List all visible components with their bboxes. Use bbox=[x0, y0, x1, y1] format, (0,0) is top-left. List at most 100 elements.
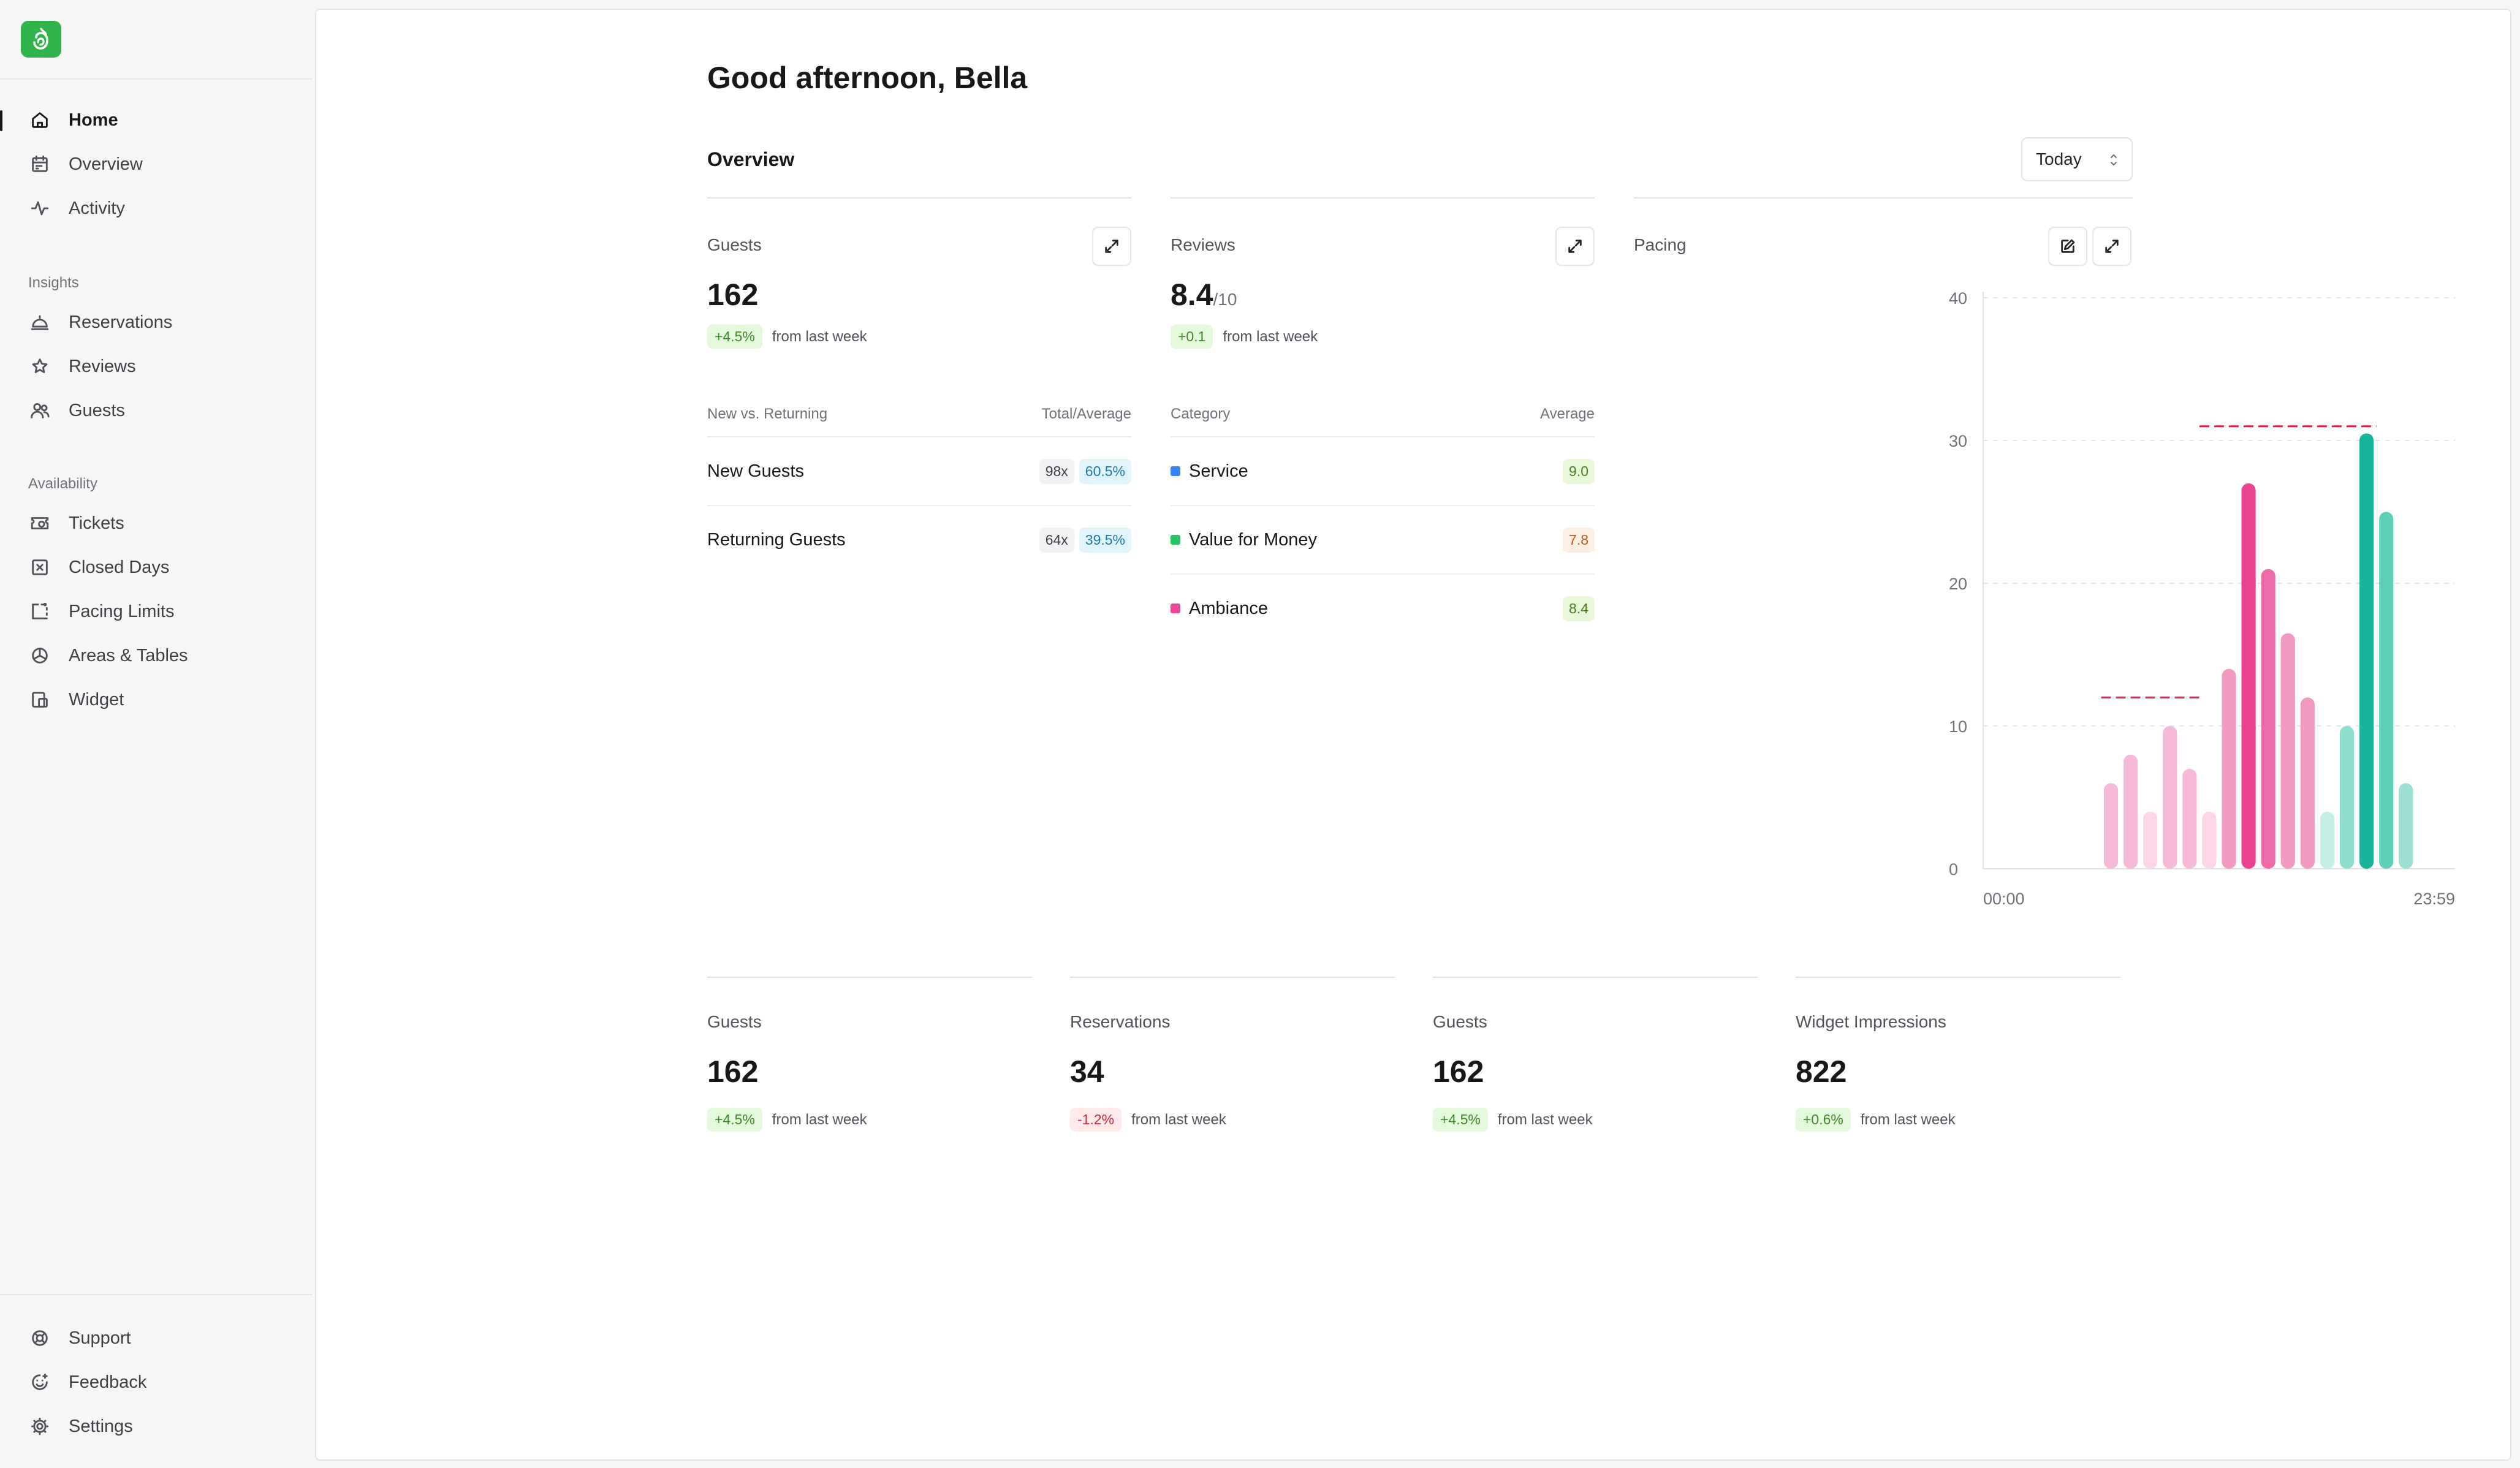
reviews-score-suffix: /10 bbox=[1213, 290, 1237, 309]
delta-badge: +4.5% bbox=[707, 325, 762, 349]
kpi-divider bbox=[1070, 977, 1395, 978]
users-icon bbox=[28, 399, 51, 422]
kpi-delta: +4.5% from last week bbox=[1433, 1108, 1593, 1132]
sidebar-item-feedback[interactable]: Feedback bbox=[28, 1365, 292, 1399]
lifebuoy-icon bbox=[28, 1326, 51, 1350]
home-icon bbox=[28, 108, 51, 132]
row-label: Service bbox=[1189, 461, 1248, 481]
active-indicator bbox=[0, 110, 2, 131]
delta-text: from last week bbox=[1860, 1111, 1956, 1128]
kpi-divider bbox=[1796, 977, 2120, 978]
period-select-value: Today bbox=[2036, 149, 2082, 168]
sidebar-item-tickets[interactable]: Tickets bbox=[28, 506, 292, 540]
pacing-chart: 0 10 20 30 40 00:00 23:59 bbox=[1949, 289, 2455, 908]
delta-text: from last week bbox=[1131, 1111, 1226, 1128]
calendar-x-icon bbox=[28, 556, 51, 579]
row-label: Value for Money bbox=[1189, 529, 1318, 550]
overview-heading: Overview bbox=[707, 148, 795, 170]
chevron-updown-icon bbox=[2111, 154, 2117, 166]
card-divider bbox=[1634, 197, 2133, 199]
period-select[interactable]: Today bbox=[2021, 137, 2133, 181]
row-percent: 39.5% bbox=[1079, 527, 1131, 553]
pacing-card-label: Pacing bbox=[1634, 235, 1687, 254]
row-label: Returning Guests bbox=[707, 529, 846, 550]
sidebar-item-label: Areas & Tables bbox=[69, 645, 188, 665]
sidebar-item-support[interactable]: Support bbox=[28, 1321, 292, 1355]
chart-bar bbox=[2143, 811, 2158, 869]
sidebar-divider bbox=[0, 78, 313, 80]
row-score: 9.0 bbox=[1563, 458, 1595, 484]
sidebar-item-label: Widget bbox=[69, 689, 124, 709]
reviews-expand-button[interactable] bbox=[1555, 227, 1595, 266]
sidebar-item-label: Feedback bbox=[69, 1372, 147, 1392]
sidebar-item-label: Closed Days bbox=[69, 557, 170, 577]
chart-bar bbox=[2241, 483, 2256, 869]
calendar-icon bbox=[28, 153, 51, 176]
sidebar-item-reviews[interactable]: Reviews bbox=[28, 349, 292, 384]
chart-bar bbox=[2261, 569, 2275, 869]
x-tick-label: 00:00 bbox=[1983, 890, 2025, 908]
table-header-right: Average bbox=[1540, 406, 1595, 422]
chart-bar bbox=[2182, 768, 2197, 869]
sidebar-item-overview[interactable]: Overview bbox=[28, 147, 292, 181]
chart-bar bbox=[2103, 783, 2119, 869]
y-tick-label: 10 bbox=[1949, 717, 1967, 736]
kpi-label: Widget Impressions bbox=[1796, 1012, 1946, 1031]
sidebar-item-reservations[interactable]: Reservations bbox=[28, 305, 292, 339]
row-count: 98x bbox=[1039, 458, 1074, 484]
sidebar-item-label: Reviews bbox=[69, 356, 136, 376]
pacing-expand-button[interactable] bbox=[2092, 227, 2131, 266]
sidebar-item-activity[interactable]: Activity bbox=[28, 191, 292, 225]
areas-icon bbox=[28, 644, 51, 667]
sidebar-item-areas-tables[interactable]: Areas & Tables bbox=[28, 638, 292, 673]
sidebar-item-label: Overview bbox=[69, 154, 143, 174]
logo-icon bbox=[33, 28, 48, 50]
kpi-value: 162 bbox=[1433, 1054, 1484, 1089]
y-tick-label: 0 bbox=[1949, 860, 1958, 879]
delta-badge: +0.1 bbox=[1171, 325, 1213, 349]
sidebar-item-settings[interactable]: Settings bbox=[28, 1409, 292, 1443]
app-logo[interactable] bbox=[21, 21, 61, 58]
ticket-icon bbox=[28, 512, 51, 535]
table-row: Service 9.0 bbox=[1171, 436, 1595, 505]
delta-badge: +4.5% bbox=[1433, 1108, 1488, 1132]
row-label: New Guests bbox=[707, 461, 804, 481]
kpi-divider bbox=[1433, 977, 1758, 978]
sidebar-item-label: Activity bbox=[69, 198, 125, 218]
guests-value: 162 bbox=[707, 278, 759, 312]
table-row: Returning Guests 64x 39.5% bbox=[707, 505, 1131, 573]
expand-icon bbox=[2105, 240, 2119, 253]
chart-bar bbox=[2163, 726, 2177, 869]
cloche-icon bbox=[28, 311, 51, 334]
kpi-delta: +0.6% from last week bbox=[1796, 1108, 1956, 1132]
expand-icon bbox=[1105, 240, 1118, 253]
chart-bar bbox=[2359, 433, 2374, 869]
star-icon bbox=[28, 355, 51, 378]
sidebar-item-guests[interactable]: Guests bbox=[28, 393, 292, 428]
reviews-value: 8.4/10 bbox=[1171, 277, 1237, 312]
reviews-delta: +0.1 from last week bbox=[1171, 325, 1318, 349]
kpi-value: 34 bbox=[1070, 1054, 1104, 1089]
sidebar-item-widget[interactable]: Widget bbox=[28, 683, 292, 717]
kpi-label: Reservations bbox=[1070, 1012, 1171, 1031]
sidebar-section-availability: Availability bbox=[28, 475, 97, 492]
sidebar-item-label: Pacing Limits bbox=[69, 601, 175, 621]
y-tick-label: 20 bbox=[1949, 575, 1967, 593]
delta-text: from last week bbox=[772, 1111, 867, 1128]
pacing-edit-button[interactable] bbox=[2048, 227, 2087, 266]
guests-expand-button[interactable] bbox=[1092, 227, 1131, 266]
x-tick-label: 23:59 bbox=[2413, 890, 2455, 908]
category-color-dot bbox=[1171, 466, 1180, 476]
sidebar-item-pacing-limits[interactable]: Pacing Limits bbox=[28, 594, 292, 629]
table-header-left: Category bbox=[1171, 406, 1231, 422]
sidebar-item-label: Guests bbox=[69, 400, 125, 420]
sidebar-item-closed-days[interactable]: Closed Days bbox=[28, 550, 292, 585]
table-header-left: New vs. Returning bbox=[707, 406, 828, 422]
delta-badge: -1.2% bbox=[1070, 1108, 1122, 1132]
card-divider bbox=[1171, 197, 1595, 199]
y-tick-label: 40 bbox=[1949, 289, 1967, 308]
guests-delta: +4.5% from last week bbox=[707, 325, 867, 349]
sidebar-item-home[interactable]: Home bbox=[28, 103, 292, 137]
chart-bar bbox=[2280, 633, 2295, 869]
chart-bar bbox=[2399, 783, 2413, 869]
